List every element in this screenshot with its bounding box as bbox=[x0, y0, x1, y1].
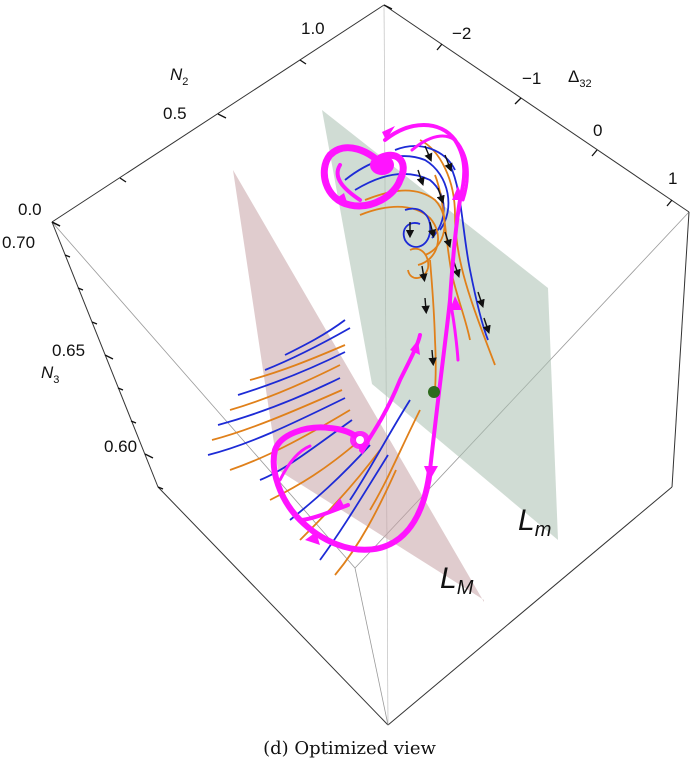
n3-tick-label: 0.70 bbox=[2, 233, 35, 252]
axis-n3: 0.70 0.65 0.60 N3 bbox=[2, 233, 137, 456]
axis-n2: 0.0 0.5 1.0 N2 bbox=[18, 19, 325, 219]
d32-tick-label: −1 bbox=[522, 69, 541, 88]
upper-focus bbox=[370, 155, 394, 175]
lower-focus-inner bbox=[356, 436, 364, 444]
n2-tick-label: 0.5 bbox=[163, 104, 187, 123]
plane-lm-big bbox=[233, 170, 484, 602]
n2-tick-label: 1.0 bbox=[301, 19, 325, 38]
d32-axis-label: Δ32 bbox=[568, 67, 592, 90]
n3-tick-label: 0.65 bbox=[52, 341, 85, 360]
axis-delta32: −2 −1 0 1 Δ32 bbox=[452, 24, 677, 188]
plane-lm-small bbox=[322, 110, 558, 540]
fixed-point bbox=[428, 386, 440, 398]
bounding-box-front-edges bbox=[51, 4, 690, 726]
d32-tick-label: 0 bbox=[593, 121, 602, 140]
n3-tick-label: 0.60 bbox=[104, 437, 137, 456]
d32-tick-label: 1 bbox=[668, 169, 677, 188]
plane-label-lm-big: LM bbox=[440, 562, 474, 599]
flow-arrows bbox=[405, 145, 491, 367]
separatrix-loops bbox=[270, 123, 469, 553]
n2-tick-label: 0.0 bbox=[18, 200, 42, 219]
phase-space-3d-plot: 0.0 0.5 1.0 N2 0.70 0.65 0.60 N3 −2 −1 0… bbox=[2, 4, 690, 726]
plane-label-lm-small: Lm bbox=[518, 504, 551, 541]
axis-tick-marks bbox=[51, 4, 673, 490]
d32-tick-label: −2 bbox=[452, 24, 471, 43]
figure-caption: (d) Optimized view bbox=[263, 738, 436, 759]
n3-axis-label: N3 bbox=[41, 363, 59, 386]
n2-axis-label: N2 bbox=[170, 65, 188, 88]
